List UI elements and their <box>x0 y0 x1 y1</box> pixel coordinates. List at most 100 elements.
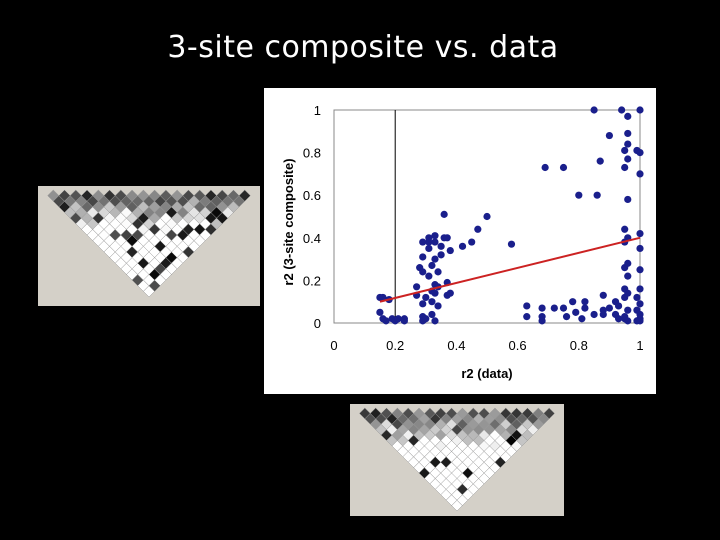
data-point <box>428 310 436 319</box>
x-tick-label: 0.4 <box>447 338 465 353</box>
data-point <box>446 246 454 255</box>
data-point <box>624 112 632 120</box>
data-point <box>621 146 629 155</box>
data-point <box>376 308 384 316</box>
scatter-chart: 0 0.2 0.4 0.6 0.8 1 0 0.2 0.4 0.6 0.8 1 r2 (data) … <box>264 88 656 394</box>
x-tick-label: 0.6 <box>509 338 527 353</box>
data-point <box>422 315 430 323</box>
x-tick-label: 0.2 <box>386 338 404 353</box>
y-tick-label: 0.4 <box>303 231 321 246</box>
data-point <box>636 170 644 178</box>
ld-heatmap-left-graphic <box>47 189 251 298</box>
data-point <box>581 304 589 312</box>
data-point <box>614 315 623 323</box>
data-point <box>394 315 402 323</box>
scatter-chart-svg: 00.20.40.60.81 0 0.2 0.4 0.6 0.8 1 r2 (data) … <box>281 103 644 381</box>
data-point <box>624 155 632 163</box>
x-tick-label: 0 <box>330 338 337 353</box>
data-point <box>483 212 491 221</box>
data-point <box>419 300 427 308</box>
data-point <box>541 163 549 172</box>
data-point <box>413 283 421 291</box>
data-point <box>400 317 408 325</box>
data-point <box>419 238 427 246</box>
data-point <box>379 293 387 302</box>
data-point <box>550 304 558 312</box>
data-point <box>468 238 476 246</box>
data-point <box>569 298 577 306</box>
data-point <box>538 304 546 312</box>
data-point <box>425 234 433 242</box>
data-point <box>621 163 629 172</box>
data-point <box>523 313 531 321</box>
data-point <box>596 157 604 165</box>
data-point <box>618 106 626 114</box>
data-point <box>507 240 516 248</box>
y-tick-label: 0.2 <box>303 273 321 288</box>
data-point <box>431 317 439 325</box>
data-point <box>614 302 623 310</box>
data-point <box>633 293 641 302</box>
data-point <box>624 195 632 204</box>
x-tick-label: 0.8 <box>570 338 588 353</box>
data-point <box>624 272 632 280</box>
data-point <box>605 131 613 140</box>
ld-cell <box>238 189 251 202</box>
data-point <box>538 317 546 325</box>
data-point <box>636 300 644 308</box>
data-point <box>636 244 644 253</box>
data-point <box>559 163 568 172</box>
y-axis-label: r2 (3-site composite) <box>281 158 296 285</box>
trendline <box>379 236 641 303</box>
data-point <box>636 149 644 157</box>
data-point <box>446 289 454 297</box>
data-point <box>458 242 467 250</box>
data-point <box>419 253 427 261</box>
x-tick-label: 1 <box>636 338 643 353</box>
data-point <box>581 298 589 306</box>
data-point <box>474 225 482 233</box>
data-point <box>443 234 451 242</box>
data-point <box>431 238 439 246</box>
data-point <box>578 315 586 323</box>
data-point <box>624 259 632 267</box>
data-point <box>419 268 427 276</box>
data-point <box>523 302 531 310</box>
x-axis-label: r2 (data) <box>461 366 512 381</box>
data-point <box>422 293 430 302</box>
y-tick-label: 0.6 <box>303 188 321 203</box>
data-point <box>624 306 632 314</box>
data-point <box>440 210 448 218</box>
data-point <box>431 289 439 297</box>
ld-heatmap-left <box>38 186 260 306</box>
data-point <box>437 251 445 259</box>
ld-heatmap-bottom-graphic <box>359 407 555 512</box>
data-point <box>636 106 644 114</box>
data-point <box>425 244 433 253</box>
data-point <box>636 285 644 293</box>
data-point <box>599 291 607 299</box>
data-point <box>434 302 442 310</box>
data-point <box>434 268 442 276</box>
data-point <box>431 255 439 263</box>
data-point <box>624 129 632 138</box>
data-point <box>636 266 644 274</box>
data-point <box>437 242 445 250</box>
y-tick-label: 0.8 <box>303 146 321 161</box>
data-point <box>621 225 629 233</box>
data-point <box>624 317 632 325</box>
data-point <box>593 191 601 199</box>
y-tick-label: 0 <box>314 316 321 331</box>
data-point <box>428 261 436 270</box>
data-point <box>590 310 598 319</box>
data-point <box>624 289 632 297</box>
data-point <box>599 310 607 319</box>
data-point <box>559 304 568 312</box>
data-point <box>562 313 571 321</box>
slide-title: 3-site composite vs. data <box>167 30 559 65</box>
ld-cell <box>543 407 555 420</box>
data-point <box>572 308 580 316</box>
data-point <box>431 232 439 240</box>
data-point <box>425 272 433 280</box>
data-point <box>590 106 598 114</box>
